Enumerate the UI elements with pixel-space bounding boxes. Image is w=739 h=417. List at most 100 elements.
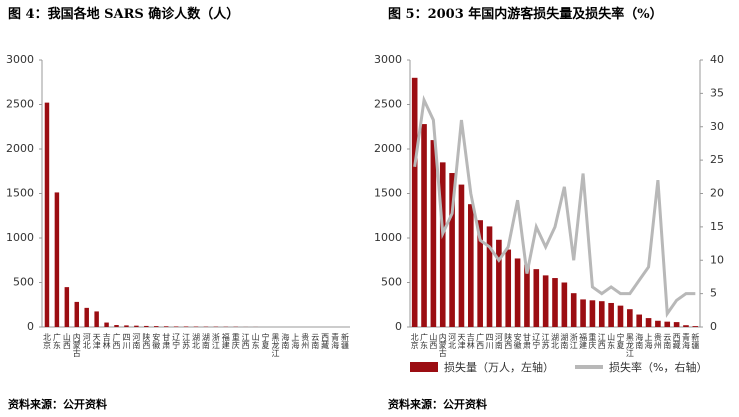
x-tick-label: 西藏 [672,333,681,350]
x-tick-label: 辽宁 [532,333,541,349]
x-tick-label: 贵州 [301,332,310,349]
x-tick-label: 河北 [448,332,457,350]
y-tick-label: 0 [395,320,402,333]
bar [580,299,586,327]
bar [458,184,465,327]
x-tick-label: 甘肃 [522,332,531,350]
bar [636,314,642,327]
chart-title: 图 4：我国各地 SARS 确诊人数（人） [8,6,239,22]
bar [439,162,446,327]
bar [505,249,512,327]
x-tick-label: 吉林 [102,333,111,350]
x-tick-label: 新疆 [691,332,700,350]
x-tick-label: 甘肃 [162,332,171,350]
x-tick-label: 江西 [241,333,250,350]
bar [144,325,149,327]
x-tick-label: 山东 [251,332,260,349]
source: 资料来源：公开资料 [388,397,487,411]
y2-tick-label: 5 [710,287,717,300]
bar [533,269,540,327]
x-tick-label: 安徽 [152,332,161,350]
y2-tick-label: 30 [710,120,724,133]
x-tick-label: 重庆 [588,332,597,350]
x-tick-label: 河北 [82,332,91,350]
x-tick-label: 江苏 [182,333,191,350]
bar [84,307,89,327]
bar [54,192,60,327]
x-tick-label: 云南 [311,333,320,349]
x-tick-label: 河南 [494,332,503,349]
bar [542,275,549,327]
bar [154,326,159,327]
x-tick-label: 湖北 [551,333,560,350]
x-tick-label: 青海 [331,332,340,350]
bar [430,140,437,327]
y-tick-label: 2500 [374,98,402,111]
x-tick-label: 海南 [281,332,290,349]
y2-tick-label: 15 [710,220,724,233]
y2-tick-label: 25 [710,153,724,166]
y2-tick-label: 0 [710,320,717,333]
x-tick-label: 辽宁 [172,333,181,349]
legend-swatch [410,362,438,372]
x-tick-label: 吉林 [466,333,475,350]
x-tick-label: 山西 [62,332,71,350]
y-tick-label: 3000 [374,53,402,66]
bar [664,321,671,327]
bar [589,300,596,327]
bar [683,325,689,327]
x-tick-label: 黑龙江 [625,333,634,358]
y-tick-label: 500 [381,276,402,289]
bar [627,309,633,327]
x-tick-label: 北京 [410,333,419,350]
x-tick-label: 北京 [42,333,51,350]
bar [421,124,427,327]
x-tick-label: 天津 [457,333,466,350]
bar [524,264,530,327]
bar [94,311,99,327]
x-tick-label: 江西 [597,333,606,350]
x-tick-label: 湖南 [560,333,569,349]
y-tick-label: 3000 [6,53,34,66]
bar [645,318,652,327]
x-tick-label: 陕西 [504,332,513,350]
x-tick-label: 宁夏 [616,332,625,349]
y2-tick-label: 10 [710,253,724,266]
bar [608,302,614,327]
bar [486,226,493,327]
x-tick-label: 四川 [122,333,131,349]
bar [74,301,80,327]
y-tick-label: 2000 [6,142,34,155]
x-tick-label: 宁夏 [261,332,270,349]
x-tick-label: 青海 [681,332,690,350]
y-tick-label: 1500 [6,187,34,200]
x-tick-label: 山东 [607,332,616,349]
x-tick-label: 内蒙古 [72,332,81,358]
bar [552,278,558,327]
x-tick-label: 贵州 [653,332,662,349]
bar [411,77,418,327]
y-tick-label: 1500 [374,187,402,200]
chart-title: 图 5：2003 年国内游客损失量及损失率（%） [388,6,663,22]
bar [124,325,129,327]
bar [64,287,70,327]
x-tick-label: 重庆 [231,332,240,350]
x-tick-label: 广西 [112,332,121,350]
bar [598,301,605,327]
bar [449,173,455,327]
bar [496,239,502,327]
x-tick-label: 云南 [663,333,672,349]
y2-tick-label: 20 [710,187,724,200]
y-tick-label: 1000 [6,231,34,244]
bar [468,204,474,327]
bar [173,326,179,327]
bar [655,320,661,327]
x-tick-label: 西藏 [321,333,330,350]
x-tick-label: 江苏 [541,333,550,350]
x-tick-label: 广东 [420,332,429,349]
y-tick-label: 0 [27,320,34,333]
x-tick-label: 广东 [52,332,61,349]
bar [514,258,521,327]
x-tick-label: 河南 [132,332,141,349]
